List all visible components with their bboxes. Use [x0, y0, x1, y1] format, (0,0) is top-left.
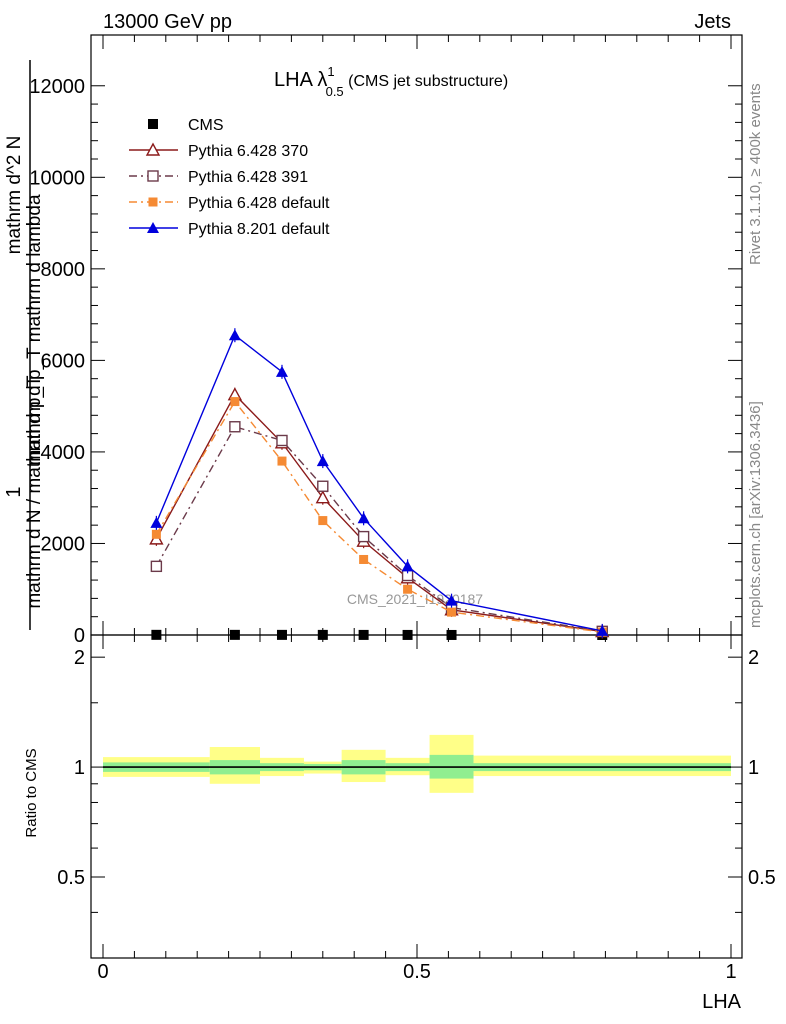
- y-tick-label: 2000: [41, 533, 86, 555]
- data-point: [446, 629, 457, 640]
- legend-label: Pythia 6.428 391: [188, 169, 308, 186]
- data-point: [445, 594, 458, 606]
- data-point: [228, 329, 241, 341]
- data-point: [357, 530, 370, 543]
- legend-marker: [147, 222, 159, 233]
- y-axis-label-top: 1 mathrm d N / mathrm d p_T mathrm d^2 N…: [3, 60, 45, 630]
- data-point: [318, 516, 328, 526]
- data-point: [596, 624, 609, 636]
- legend-marker: [148, 197, 158, 207]
- legend-marker: [147, 170, 159, 182]
- data-point: [316, 455, 329, 467]
- x-tick-label: 1: [725, 961, 736, 983]
- chart-title-suffix: (CMS jet substructure): [344, 73, 508, 90]
- data-point: [229, 629, 240, 640]
- data-point: [402, 629, 413, 640]
- ratio-y-tick-label-right: 2: [748, 647, 759, 669]
- data-point: [276, 434, 288, 447]
- series-line: [155, 393, 603, 633]
- data-point: [229, 421, 241, 433]
- chart-title-sup: 1: [327, 64, 334, 79]
- x-tick-label: 0: [97, 961, 108, 983]
- ratio-y-tick-label: 1: [74, 757, 85, 779]
- ratio-frame: [90, 634, 743, 959]
- series-4: [150, 328, 609, 638]
- chart-title: LHA λ1 0.5 (CMS jet substructure): [274, 64, 508, 99]
- legend-label: CMS: [188, 117, 224, 134]
- data-point: [151, 529, 161, 539]
- x-axis-label: LHA: [702, 991, 742, 1013]
- ratio-axes: 0.5 0.5 1 1 2 2 0 0.5 1: [57, 634, 776, 983]
- legend-marker: [148, 119, 158, 129]
- ratio-y-tick-label: 2: [74, 647, 85, 669]
- header-right: Jets: [694, 11, 731, 33]
- legend-label: Pythia 6.428 default: [188, 195, 330, 212]
- rivet-label: Rivet 3.1.10, ≥ 400k events: [747, 83, 764, 265]
- ratio-bands: [103, 734, 731, 793]
- data-point: [315, 490, 330, 504]
- ylabel-denominator: mathrm d p_T mathrm d lambda: [24, 194, 45, 465]
- data-point: [150, 560, 163, 573]
- data-point: [150, 516, 163, 528]
- legend-label: Pythia 6.428 370: [188, 143, 308, 160]
- data-point: [230, 397, 240, 407]
- y-tick-label: 12000: [29, 76, 85, 98]
- legend-marker: [145, 142, 161, 156]
- y-tick-label: 10000: [29, 167, 85, 189]
- series-line: [155, 400, 603, 633]
- ylabel-numerator: mathrm d^2 N: [4, 136, 25, 255]
- data-point: [357, 512, 370, 524]
- data-point: [358, 629, 369, 640]
- top-axes: 0 2000 4000 6000 8000 10000 12000: [29, 34, 743, 647]
- series-line: [155, 334, 603, 632]
- data-point: [359, 554, 369, 564]
- data-point: [277, 456, 287, 466]
- ylabel-one: 1: [3, 486, 25, 497]
- y-tick-label: 8000: [41, 259, 86, 281]
- ratio-y-tick-label-right: 0.5: [748, 867, 776, 889]
- chart-title-main: LHA λ: [274, 69, 327, 91]
- header-left: 13000 GeV pp: [103, 11, 232, 33]
- y-tick-label: 6000: [41, 350, 86, 372]
- data-point: [401, 560, 414, 572]
- data-point: [317, 480, 329, 492]
- series-line: [155, 425, 603, 633]
- data-point: [403, 584, 413, 594]
- legend: CMS Pythia 6.428 370 Pythia 6.428 391 Pythi…: [129, 117, 330, 238]
- y-tick-label: 0: [74, 625, 85, 647]
- mcplots-label: mcplots.cern.ch [arXiv:1306.3436]: [747, 401, 764, 628]
- data-point: [447, 607, 457, 617]
- legend-label: Pythia 8.201 default: [188, 221, 330, 238]
- ratio-ylabel: Ratio to CMS: [23, 748, 40, 837]
- data-point: [151, 629, 162, 640]
- series-layer: [149, 328, 610, 640]
- data-point: [276, 629, 287, 640]
- ratio-y-tick-label-right: 1: [748, 757, 759, 779]
- x-tick-label: 0.5: [403, 961, 431, 983]
- data-point: [317, 629, 328, 640]
- ratio-y-tick-label: 0.5: [57, 867, 85, 889]
- y-tick-label: 4000: [41, 442, 86, 464]
- data-point: [275, 365, 288, 377]
- chart-title-sub: 0.5: [326, 84, 344, 99]
